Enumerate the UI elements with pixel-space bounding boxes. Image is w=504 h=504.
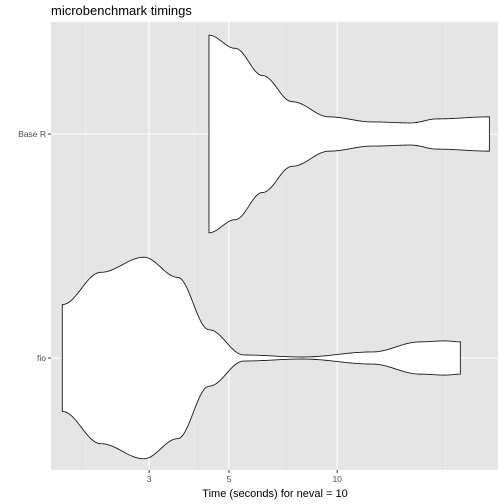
violin-base-r	[208, 34, 490, 234]
chart-title: microbenchmark timings	[51, 3, 192, 18]
y-axis-ticks: fio Base R	[18, 129, 51, 363]
violin-fio	[61, 256, 461, 460]
violins	[61, 34, 490, 460]
y-tick-label: Base R	[18, 129, 46, 139]
x-tick-label: 10	[332, 474, 342, 484]
x-axis-label: Time (seconds) for neval = 10	[202, 488, 347, 500]
y-tick-label: fio	[37, 353, 46, 363]
x-tick-label: 3	[147, 474, 152, 484]
x-axis-ticks: 3 5 10	[147, 470, 342, 484]
x-tick-label: 5	[227, 474, 232, 484]
